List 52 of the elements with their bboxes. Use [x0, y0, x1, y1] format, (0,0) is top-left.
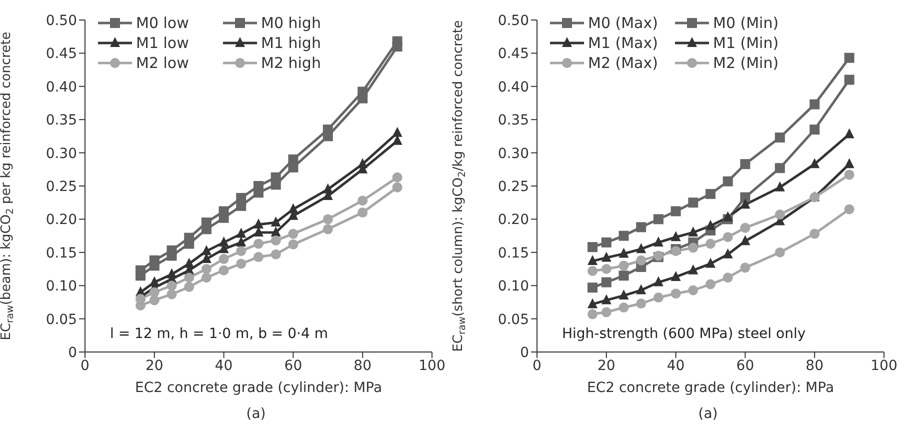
legend-label: M2 low: [136, 54, 189, 72]
x-tick-label: 100: [418, 358, 446, 374]
x-tick-label: 0: [80, 358, 90, 374]
y-tick-label: 0.05: [46, 312, 77, 328]
x-tick-label: 100: [870, 358, 898, 374]
y-tick-label: 0.25: [46, 178, 77, 195]
y-tick-label: 0.20: [46, 212, 77, 228]
y-tick-label: 0.35: [46, 112, 77, 129]
annotation: High-strength (600 MPa) steel only: [562, 326, 806, 342]
legend-label: M2 high: [261, 54, 321, 72]
y-tick-label: 0.45: [498, 46, 529, 62]
legend-label: M0 (Min): [713, 14, 779, 32]
x-tick-label: 20: [145, 358, 164, 374]
y-tick-label: 0.35: [498, 112, 529, 129]
x-axis-title: EC2 concrete grade (cylinder): MPa: [134, 380, 382, 396]
text: (a): [245, 406, 267, 422]
legend-label: M1 low: [136, 34, 189, 52]
x-tick-label: 20: [597, 358, 616, 374]
legend-label: M0 high: [261, 14, 321, 32]
y-tick-label: 0.40: [46, 79, 77, 96]
y-tick-label: 0.30: [46, 146, 77, 162]
x-tick-label: 60: [284, 358, 302, 374]
x-tick-label: 40: [214, 358, 233, 374]
y-tick-label: 0: [520, 344, 529, 361]
legend-label: M0 low: [136, 14, 189, 32]
y-tick-label: 0.20: [498, 212, 529, 228]
y-tick-label: 0.30: [498, 146, 529, 162]
y-tick-label: 0.45: [46, 46, 77, 62]
x-tick-label: 80: [354, 358, 372, 374]
y-tick-label: 0.15: [46, 245, 77, 262]
x-tick-label: 80: [806, 358, 824, 374]
y-tick-label: 0.05: [498, 312, 529, 328]
legend-label: M0 (Max): [588, 14, 658, 32]
x-axis-title: EC2 concrete grade (cylinder): MPa: [586, 380, 834, 396]
legend-label: M1 (Min): [713, 34, 779, 52]
annotation: l = 12 m, h = 1·0 m, b = 0·4 m: [110, 326, 328, 342]
y-tick-label: 0.25: [498, 178, 529, 195]
y-tick-label: 0.50: [498, 12, 529, 29]
y-tick-label: 0.10: [498, 278, 529, 295]
x-tick-label: 60: [736, 358, 754, 374]
legend-label: M2 (Max): [588, 54, 658, 72]
y-tick-label: 0.10: [46, 278, 77, 295]
y-tick-label: 0.15: [498, 245, 529, 262]
legend-label: M1 (Max): [588, 34, 658, 52]
y-tick-label: 0: [68, 344, 77, 361]
text: (a): [697, 406, 719, 422]
y-tick-label: 0.50: [46, 12, 77, 29]
y-tick-label: 0.40: [498, 79, 529, 96]
legend-label: M1 high: [261, 34, 321, 52]
x-tick-label: 0: [532, 358, 542, 374]
x-tick-label: 40: [666, 358, 685, 374]
legend-label: M2 (Min): [713, 54, 779, 72]
